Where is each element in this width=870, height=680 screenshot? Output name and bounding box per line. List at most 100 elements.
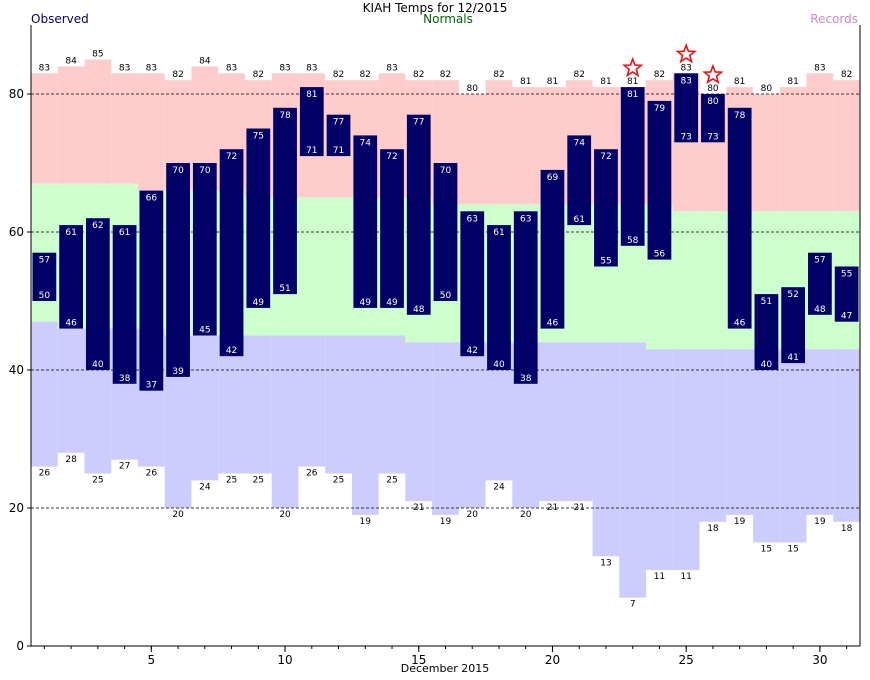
record-low-band <box>592 342 620 557</box>
observed-bar <box>781 287 806 364</box>
x-tick-label: 10 <box>277 653 292 667</box>
observed-low-label: 45 <box>199 326 210 336</box>
record-star-icon <box>702 63 724 85</box>
observed-bar <box>567 135 592 226</box>
observed-bar <box>112 225 137 384</box>
x-tick-label: 30 <box>812 653 827 667</box>
record-high-label: 82 <box>841 70 852 80</box>
observed-bar <box>192 163 217 336</box>
observed-low-label: 50 <box>39 291 51 301</box>
y-tick-label: 80 <box>9 87 24 101</box>
record-low-label: 25 <box>92 476 103 486</box>
record-high-label: 85 <box>92 50 103 60</box>
record-high-band <box>137 73 165 191</box>
record-high-label: 83 <box>306 63 317 73</box>
record-high-band <box>779 87 807 212</box>
observed-bar <box>246 128 271 308</box>
record-high-band <box>111 73 138 184</box>
observed-bar <box>834 266 859 322</box>
observed-low-label: 46 <box>734 319 746 329</box>
record-low-label: 21 <box>573 503 584 513</box>
x-tick-label: 25 <box>679 653 694 667</box>
record-high-label: 83 <box>119 63 130 73</box>
observed-low-label: 71 <box>333 146 344 156</box>
observed-bar <box>139 190 164 391</box>
observed-low-label: 49 <box>253 298 265 308</box>
record-low-label: 11 <box>680 572 691 582</box>
record-low-band <box>271 335 299 508</box>
observed-high-label: 74 <box>360 138 372 148</box>
observed-bar <box>754 294 779 370</box>
observed-high-label: 57 <box>814 256 825 266</box>
observed-high-label: 57 <box>39 256 50 266</box>
observed-low-label: 40 <box>92 360 104 370</box>
observed-bar <box>433 163 458 301</box>
observed-low-label: 46 <box>547 319 559 329</box>
legend-records: Records <box>810 12 858 26</box>
record-high-label: 83 <box>680 63 691 73</box>
observed-high-label: 63 <box>520 214 531 224</box>
record-low-label: 26 <box>146 469 158 479</box>
observed-low-label: 40 <box>493 360 505 370</box>
y-tick-label: 20 <box>9 501 24 515</box>
record-stars-layer <box>621 43 724 85</box>
record-low-label: 11 <box>654 572 665 582</box>
record-high-label: 82 <box>654 70 665 80</box>
record-low-band <box>432 342 459 515</box>
x-tick-label: 5 <box>148 653 156 667</box>
x-tick-label: 20 <box>545 653 560 667</box>
observed-high-label: 55 <box>841 270 852 280</box>
record-high-band <box>485 80 513 205</box>
record-high-band <box>458 94 486 205</box>
observed-bar <box>406 114 431 315</box>
record-low-band <box>779 349 807 543</box>
observed-low-label: 49 <box>386 298 398 308</box>
record-high-label: 83 <box>226 63 237 73</box>
observed-low-label: 50 <box>440 291 452 301</box>
record-high-label: 83 <box>386 63 397 73</box>
observed-high-label: 66 <box>146 194 158 204</box>
observed-bar <box>32 252 57 301</box>
observed-high-label: 61 <box>65 228 76 238</box>
observed-low-label: 61 <box>573 215 584 225</box>
record-high-label: 80 <box>467 84 479 94</box>
record-low-band <box>244 335 272 474</box>
observed-low-label: 46 <box>65 319 77 329</box>
record-low-band <box>753 349 780 543</box>
record-low-label: 20 <box>520 510 532 520</box>
record-low-label: 19 <box>360 517 372 527</box>
observed-bar <box>647 100 672 260</box>
record-high-label: 83 <box>814 63 825 73</box>
observed-bar <box>487 225 511 370</box>
record-high-label: 84 <box>65 56 77 66</box>
record-high-band <box>753 94 780 212</box>
legend-normals: Normals <box>423 12 473 26</box>
observed-bar <box>808 252 832 315</box>
record-low-label: 25 <box>386 476 397 486</box>
normal-band <box>672 211 700 350</box>
record-low-label: 26 <box>39 469 51 479</box>
observed-high-label: 72 <box>226 152 237 162</box>
record-low-band <box>57 328 85 453</box>
normal-band <box>298 197 326 336</box>
y-tick-label: 60 <box>9 225 24 239</box>
record-high-label: 82 <box>253 70 264 80</box>
record-low-band <box>378 335 406 474</box>
record-high-label: 81 <box>520 77 531 87</box>
observed-low-label: 58 <box>627 236 639 246</box>
observed-low-label: 51 <box>279 284 290 294</box>
observed-bar <box>620 87 645 246</box>
observed-bar <box>219 149 244 357</box>
record-low-label: 20 <box>172 510 184 520</box>
record-low-label: 21 <box>413 503 424 513</box>
record-low-band <box>619 342 647 598</box>
record-high-band <box>512 87 540 205</box>
observed-high-label: 72 <box>386 152 397 162</box>
observed-low-label: 38 <box>119 374 131 384</box>
record-low-label: 26 <box>306 469 318 479</box>
observed-low-label: 38 <box>520 374 532 384</box>
record-low-label: 20 <box>279 510 291 520</box>
record-high-band <box>57 66 85 184</box>
record-high-label: 84 <box>199 56 211 66</box>
observed-high-label: 81 <box>306 90 317 100</box>
